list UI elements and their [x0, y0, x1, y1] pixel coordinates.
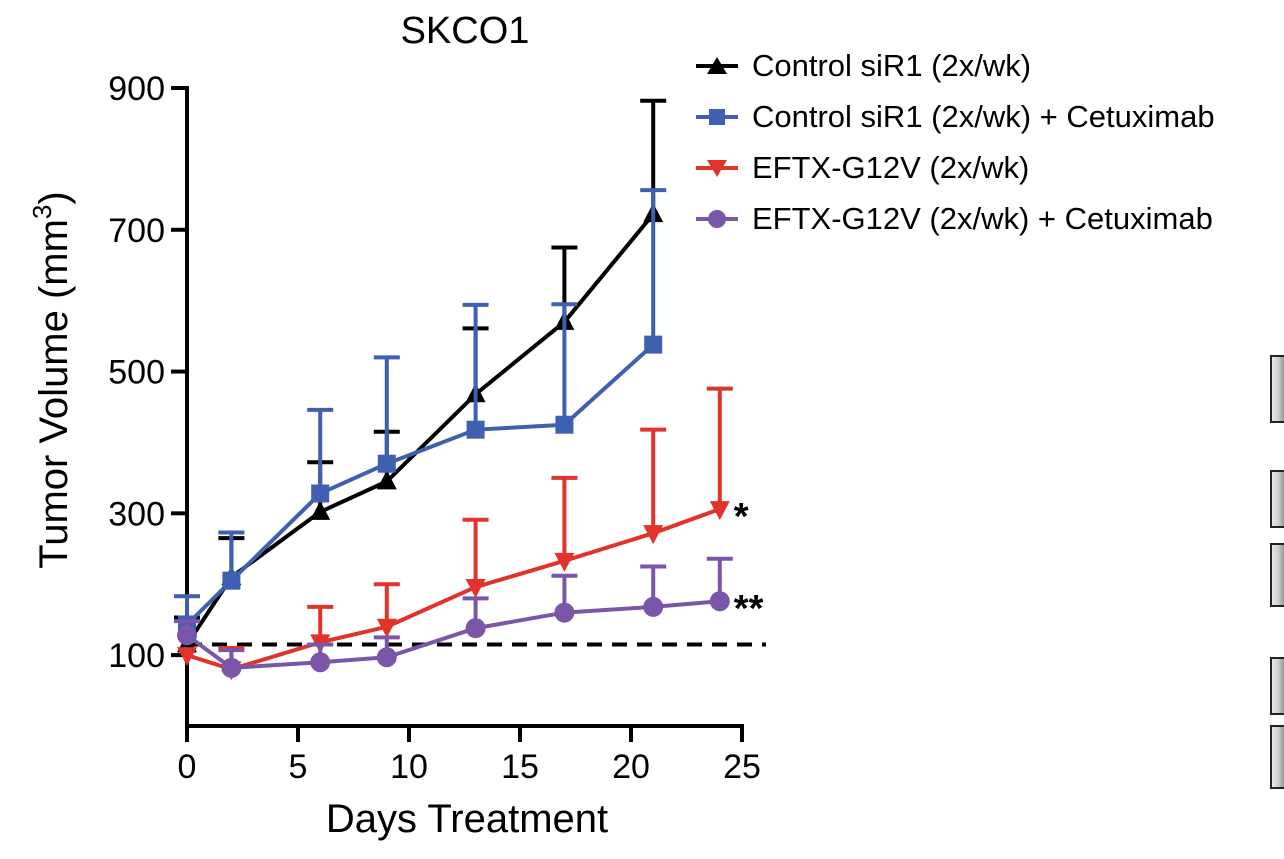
y-axis-label-close: ): [32, 191, 76, 204]
marker-square: [466, 420, 485, 439]
series-layer: ***: [174, 98, 764, 681]
marker-square: [222, 571, 241, 590]
legend-triangle-up-icon: [696, 56, 738, 74]
series-line: [185, 599, 720, 670]
y-tick-label: 300: [108, 495, 165, 533]
series-line: [186, 507, 721, 672]
legend-square-icon: [696, 108, 738, 125]
series-1: [174, 188, 667, 634]
marker-circle: [221, 657, 242, 678]
series-3: **: [174, 556, 764, 678]
series-2: *: [177, 386, 749, 681]
marker-triangle-down: [643, 525, 664, 545]
chart-title: SKCO1: [401, 10, 530, 52]
cropped-blot-image: [1270, 470, 1284, 528]
marker-circle: [310, 652, 331, 673]
legend-item: Control siR1 (2x/wk): [694, 40, 1215, 91]
marker-square: [311, 484, 330, 503]
y-axis-label-sup: 3: [27, 205, 57, 219]
legend-item: Control siR1 (2x/wk) + Cetuximab: [694, 91, 1215, 142]
series-line: [185, 212, 655, 646]
x-tick-label: 20: [612, 748, 650, 786]
marker-triangle-down: [554, 552, 575, 572]
legend-label: Control siR1 (2x/wk): [752, 47, 1032, 83]
marker-triangle-down: [177, 647, 197, 667]
x-tick-label: 25: [723, 748, 761, 786]
y-axis-label-main: Tumor Volume (mm: [32, 219, 76, 569]
marker-square: [644, 335, 663, 354]
marker-circle: [376, 647, 397, 668]
y-tick-label: 700: [108, 212, 165, 250]
y-axis-label: Tumor Volume (mm3): [27, 191, 76, 568]
x-tick-label: 15: [501, 748, 539, 786]
legend-item: EFTX-G12V (2x/wk): [694, 142, 1215, 193]
cropped-blot-image: [1270, 657, 1284, 715]
marker-circle: [177, 625, 197, 646]
legend-triangle-down-icon: [696, 159, 738, 177]
marker-triangle-up: [310, 500, 331, 520]
legend: Control siR1 (2x/wk) Control siR1 (2x/wk…: [694, 40, 1215, 244]
significance-annotation: *: [734, 496, 749, 538]
legend-label: EFTX-G12V (2x/wk): [752, 149, 1030, 185]
x-axis-label: Days Treatment: [326, 797, 608, 841]
y-tick-label: 100: [108, 637, 165, 675]
x-tick-label: 10: [390, 748, 428, 786]
marker-circle: [643, 596, 664, 617]
cropped-blot-image: [1270, 543, 1284, 607]
x-tick-label: 5: [289, 748, 308, 786]
y-tick-label: 900: [108, 70, 165, 108]
legend-label: EFTX-G12V (2x/wk) + Cetuximab: [752, 200, 1213, 236]
marker-triangle-down: [465, 579, 486, 599]
marker-triangle-down: [709, 501, 730, 521]
marker-circle: [554, 602, 575, 623]
series-line: [185, 343, 655, 627]
legend-item: EFTX-G12V (2x/wk) + Cetuximab: [694, 193, 1215, 244]
marker-triangle-down: [376, 618, 397, 638]
series-0: [174, 98, 667, 653]
cropped-blot-image: [1270, 725, 1284, 789]
x-tick-label: 0: [178, 748, 197, 786]
legend-circle-icon: [696, 209, 738, 228]
marker-square: [555, 415, 574, 434]
significance-annotation: **: [734, 588, 764, 630]
marker-triangle-up: [376, 470, 397, 490]
cropped-blot-image: [1270, 355, 1284, 423]
y-tick-label: 500: [108, 354, 165, 392]
legend-label: Control siR1 (2x/wk) + Cetuximab: [752, 98, 1215, 134]
marker-circle: [709, 591, 730, 612]
marker-circle: [465, 618, 486, 639]
axes: 100 300 500 700 900 0 5 10 15 20 25: [108, 70, 761, 786]
marker-square: [377, 454, 396, 473]
